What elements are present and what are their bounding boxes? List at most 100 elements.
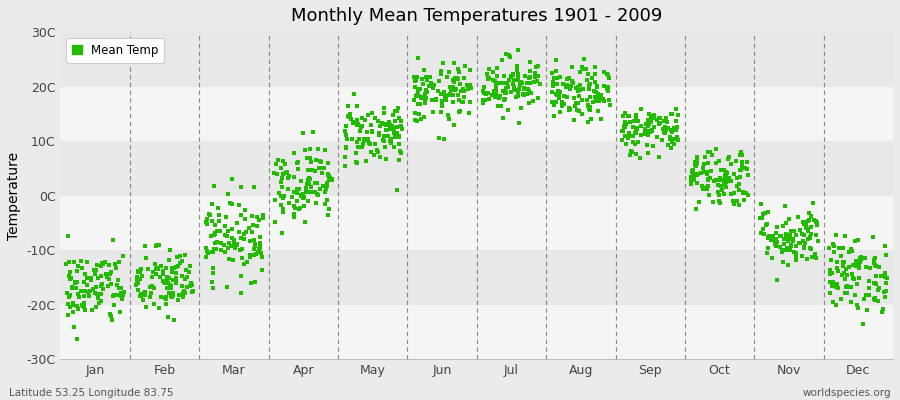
- Point: [87, 270, 102, 277]
- Point: [859, 292, 873, 299]
- Point: [736, 196, 751, 203]
- Point: [205, 285, 220, 292]
- Point: [94, 281, 109, 288]
- Point: [798, 221, 813, 228]
- Point: [769, 236, 783, 243]
- Point: [853, 258, 868, 264]
- Point: [390, 187, 404, 193]
- Point: [829, 280, 843, 287]
- Point: [823, 268, 837, 274]
- Point: [410, 92, 424, 99]
- Point: [711, 192, 725, 198]
- Point: [224, 226, 238, 232]
- Point: [214, 240, 229, 246]
- Point: [839, 284, 853, 290]
- Point: [456, 88, 471, 94]
- Point: [838, 290, 852, 297]
- Point: [164, 293, 178, 300]
- Point: [732, 202, 746, 208]
- Point: [823, 266, 837, 273]
- Point: [255, 254, 269, 260]
- Point: [621, 112, 635, 119]
- Point: [867, 257, 881, 264]
- Point: [104, 268, 118, 275]
- Point: [232, 202, 247, 208]
- Point: [565, 64, 580, 70]
- Point: [60, 312, 75, 318]
- Point: [485, 92, 500, 98]
- Text: worldspecies.org: worldspecies.org: [803, 388, 891, 398]
- Point: [500, 80, 514, 86]
- Point: [285, 194, 300, 200]
- Point: [101, 282, 115, 289]
- Point: [740, 166, 754, 172]
- Point: [384, 123, 399, 129]
- Point: [850, 301, 864, 308]
- Point: [175, 283, 189, 290]
- Point: [511, 74, 526, 81]
- Point: [451, 76, 465, 82]
- Point: [287, 203, 302, 210]
- Point: [253, 240, 267, 246]
- Point: [583, 107, 598, 113]
- Point: [132, 293, 147, 299]
- Point: [198, 244, 212, 251]
- Point: [659, 127, 673, 133]
- Point: [588, 70, 602, 77]
- Point: [490, 80, 504, 86]
- Point: [482, 96, 497, 102]
- Point: [359, 158, 374, 164]
- Point: [368, 114, 382, 121]
- Point: [517, 86, 531, 92]
- Point: [778, 230, 793, 237]
- Point: [597, 98, 611, 104]
- Point: [803, 234, 817, 241]
- Point: [481, 76, 495, 82]
- Point: [575, 97, 590, 104]
- Point: [860, 307, 874, 314]
- Point: [757, 230, 771, 237]
- Point: [291, 159, 305, 165]
- Point: [275, 206, 290, 212]
- Point: [453, 108, 467, 114]
- Point: [92, 300, 106, 306]
- Point: [808, 219, 823, 225]
- Point: [567, 117, 581, 123]
- Point: [848, 238, 862, 245]
- Point: [508, 94, 523, 100]
- Point: [442, 116, 456, 122]
- Point: [381, 133, 395, 139]
- Point: [224, 242, 238, 249]
- Point: [277, 193, 292, 200]
- Point: [166, 317, 181, 323]
- Point: [809, 232, 824, 238]
- Point: [641, 150, 655, 157]
- Point: [463, 82, 477, 88]
- Point: [779, 244, 794, 251]
- Point: [303, 155, 318, 162]
- Point: [62, 259, 77, 265]
- Point: [315, 170, 329, 176]
- Legend: Mean Temp: Mean Temp: [67, 38, 165, 63]
- Point: [206, 265, 220, 271]
- Point: [508, 84, 522, 90]
- Bar: [60, 196, 893, 250]
- Point: [166, 290, 181, 296]
- Point: [531, 95, 545, 101]
- Point: [503, 74, 517, 80]
- Point: [656, 129, 670, 135]
- Point: [316, 182, 330, 189]
- Point: [856, 321, 870, 328]
- Point: [303, 184, 318, 190]
- Point: [104, 281, 118, 287]
- Point: [149, 271, 164, 277]
- Point: [451, 66, 465, 72]
- Point: [177, 288, 192, 294]
- Point: [99, 270, 113, 277]
- Point: [689, 154, 704, 160]
- Point: [622, 130, 636, 136]
- Point: [150, 265, 165, 272]
- Point: [640, 121, 654, 127]
- Point: [569, 85, 583, 91]
- Point: [852, 263, 867, 269]
